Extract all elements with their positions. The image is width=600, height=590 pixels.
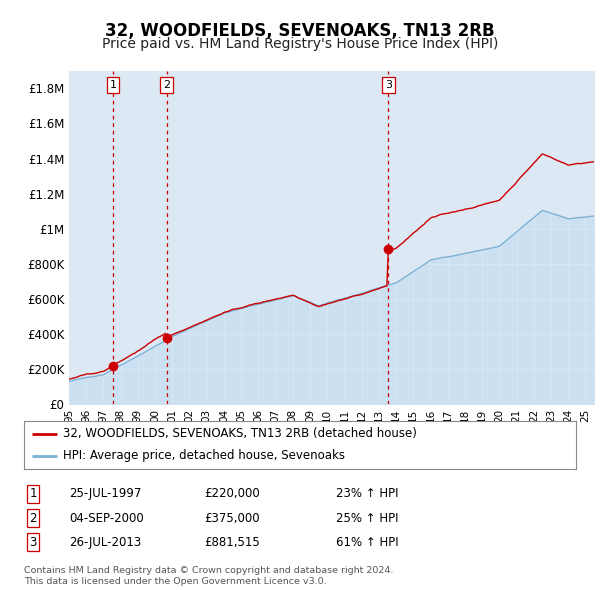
Text: £375,000: £375,000 — [204, 512, 260, 525]
Text: 25-JUL-1997: 25-JUL-1997 — [69, 487, 142, 500]
Text: HPI: Average price, detached house, Sevenoaks: HPI: Average price, detached house, Seve… — [62, 450, 344, 463]
Text: 32, WOODFIELDS, SEVENOAKS, TN13 2RB: 32, WOODFIELDS, SEVENOAKS, TN13 2RB — [105, 22, 495, 41]
Text: 32, WOODFIELDS, SEVENOAKS, TN13 2RB (detached house): 32, WOODFIELDS, SEVENOAKS, TN13 2RB (det… — [62, 427, 416, 440]
Text: 1: 1 — [29, 487, 37, 500]
Text: 23% ↑ HPI: 23% ↑ HPI — [336, 487, 398, 500]
Text: 61% ↑ HPI: 61% ↑ HPI — [336, 536, 398, 549]
Text: 3: 3 — [385, 80, 392, 90]
Text: Price paid vs. HM Land Registry's House Price Index (HPI): Price paid vs. HM Land Registry's House … — [102, 37, 498, 51]
Text: 25% ↑ HPI: 25% ↑ HPI — [336, 512, 398, 525]
Text: 2: 2 — [163, 80, 170, 90]
Text: 04-SEP-2000: 04-SEP-2000 — [69, 512, 144, 525]
Text: £220,000: £220,000 — [204, 487, 260, 500]
Text: 26-JUL-2013: 26-JUL-2013 — [69, 536, 141, 549]
Text: Contains HM Land Registry data © Crown copyright and database right 2024.
This d: Contains HM Land Registry data © Crown c… — [24, 566, 394, 586]
Text: 3: 3 — [29, 536, 37, 549]
Text: 1: 1 — [110, 80, 116, 90]
Text: 2: 2 — [29, 512, 37, 525]
Text: £881,515: £881,515 — [204, 536, 260, 549]
